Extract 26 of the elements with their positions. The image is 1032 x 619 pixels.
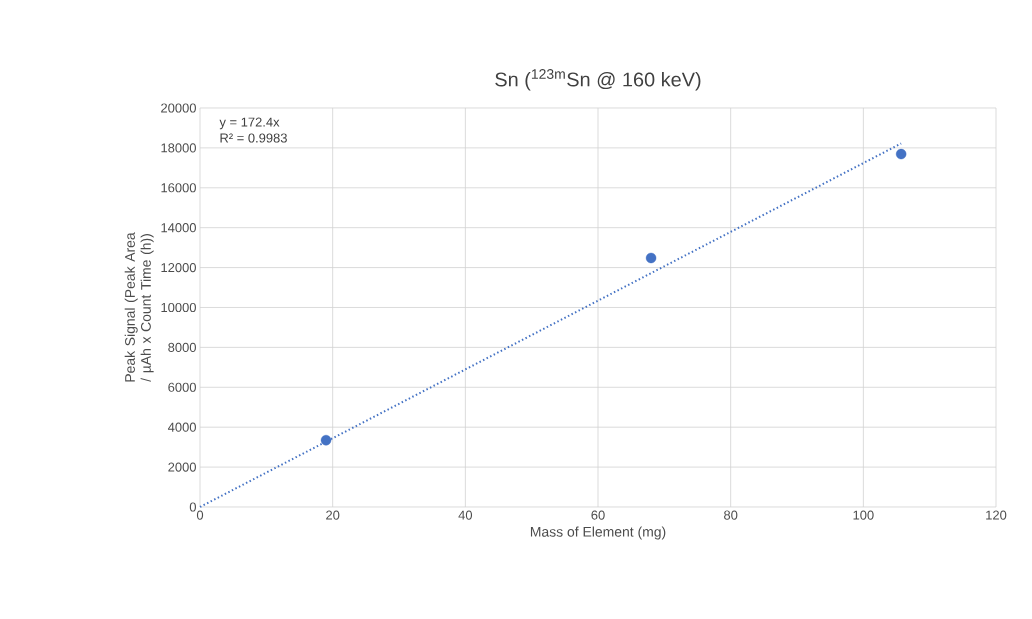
y-tick-label: 4000 <box>167 422 196 432</box>
x-tick-label: 120 <box>986 510 1007 520</box>
y-tick-label: 0 <box>189 502 196 512</box>
x-tick-label: 20 <box>326 510 340 520</box>
x-axis-title: Mass of Element (mg) <box>530 526 666 540</box>
point <box>645 252 657 264</box>
chart-title: Sn ($^{123m}$Sn @ 160 keV) <box>495 69 701 91</box>
y-tick-label: 20000 <box>161 103 196 113</box>
x-tick-label: 80 <box>724 510 738 520</box>
x-tick-label: 0 <box>196 510 204 520</box>
y-axis-title: Peak Signal (Peak Area / µAh x Count Time (h)) <box>124 232 154 382</box>
x-tick-label: 40 <box>458 510 473 520</box>
point <box>895 148 907 160</box>
y-tick-label: 8000 <box>168 342 196 352</box>
y-tick-label: 14000 <box>161 223 196 233</box>
y-tick-label: 12000 <box>161 263 196 273</box>
y-tick-label: 10000 <box>161 302 196 313</box>
y-tick-label: 18000 <box>161 143 196 153</box>
x-tick-label: 60 <box>591 510 605 520</box>
y-tick-label: 2000 <box>168 462 196 472</box>
x-tick-label: 100 <box>853 510 874 520</box>
annotation: y = 172.4x <box>219 117 280 130</box>
y-tick-label: 16000 <box>161 183 196 193</box>
y-tick-label: 6000 <box>168 382 196 392</box>
annotation: R² = 0.9983 <box>220 133 287 143</box>
point <box>320 434 332 446</box>
